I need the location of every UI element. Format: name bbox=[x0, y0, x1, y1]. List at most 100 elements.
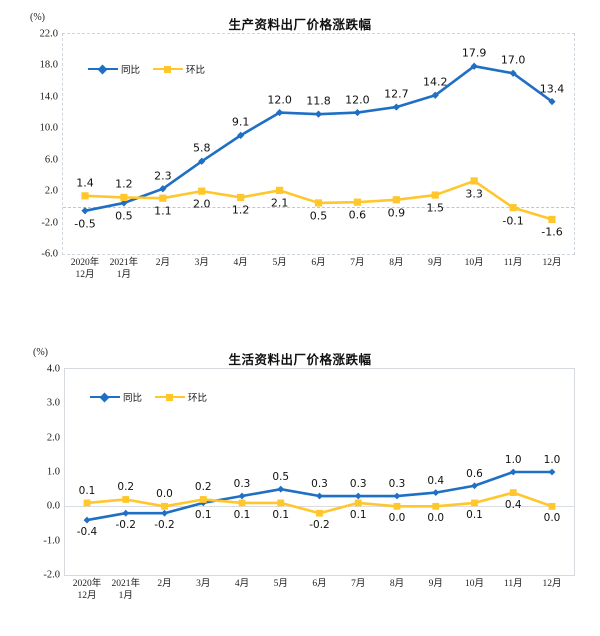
data-label: 9.1 bbox=[231, 115, 250, 129]
plot-area-producer-goods: 22.0 18.0 14.0 10.0 6.0 2.0 -2.0 -6.0 2020年 12月 20… bbox=[40, 29, 575, 280]
data-label: -1.6 bbox=[541, 225, 563, 239]
x-axis-tick: 3月 bbox=[194, 258, 209, 268]
data-label: 1.1 bbox=[154, 204, 172, 218]
data-label: 0.2 bbox=[117, 481, 135, 494]
data-point-marker bbox=[548, 215, 556, 224]
x-axis-tick: 7月 bbox=[351, 579, 366, 589]
chart-consumer-goods: 生活资料出厂价格涨跌幅 (%) 4.0 3.0 2.0 1.0 0.0 -1.0 -2.0 2… bbox=[0, 330, 600, 636]
data-label: 2.3 bbox=[154, 169, 172, 183]
data-point-marker bbox=[316, 492, 323, 500]
x-axis-tick: 6月 bbox=[312, 579, 327, 589]
chart-title-consumer-goods: 生活资料出厂价格涨跌幅 bbox=[228, 352, 372, 367]
y-axis-tick: 2.0 bbox=[44, 185, 58, 197]
data-label: 0.5 bbox=[309, 209, 328, 223]
data-point-marker bbox=[83, 516, 91, 524]
legend-entry-环比[interactable]: 环比 bbox=[153, 62, 205, 76]
data-label: 1.0 bbox=[543, 454, 561, 466]
y-axis-unit-consumer-goods: (%) bbox=[33, 347, 48, 358]
data-point-marker bbox=[314, 110, 323, 118]
data-point-marker bbox=[393, 502, 401, 510]
data-label: -0.2 bbox=[309, 519, 330, 532]
y-axis-tick: -6.0 bbox=[41, 248, 58, 260]
data-point-marker bbox=[161, 502, 168, 510]
data-point-marker bbox=[470, 177, 478, 185]
data-point-marker bbox=[120, 199, 128, 207]
data-label: 2.0 bbox=[193, 197, 211, 211]
data-label: 0.3 bbox=[349, 478, 367, 491]
y-axis-tick: 14.0 bbox=[39, 91, 58, 103]
data-point-marker bbox=[120, 193, 128, 202]
data-point-marker bbox=[509, 204, 517, 212]
chart-producer-goods: 生产资料出厂价格涨跌幅 (%) 22.0 18.0 14.0 10.0 6.0 2.0 -2… bbox=[30, 12, 575, 280]
legend-swatch-square-icon bbox=[153, 64, 184, 74]
y-axis-tick: 3.0 bbox=[46, 397, 60, 409]
data-label: 0.2 bbox=[194, 481, 212, 494]
x-axis-tick: 10月 bbox=[464, 579, 485, 589]
data-point-marker bbox=[354, 492, 362, 500]
data-label: 0.0 bbox=[156, 488, 173, 501]
x-axis-tick: 12月 bbox=[542, 579, 562, 589]
data-point-marker bbox=[314, 199, 323, 207]
data-label: 0.0 bbox=[388, 512, 406, 525]
x-axis-tick: 3月 bbox=[196, 579, 211, 589]
zero-reference-line bbox=[65, 506, 574, 508]
data-label: 1.2 bbox=[115, 177, 133, 191]
data-label: 12.7 bbox=[384, 87, 409, 101]
x-axis-tick: 4月 bbox=[233, 258, 248, 268]
x-axis-tick: 11月 bbox=[503, 258, 523, 268]
data-point-marker bbox=[548, 468, 556, 476]
data-point-marker bbox=[316, 509, 323, 517]
legend-entry-环比[interactable]: 环比 bbox=[155, 390, 207, 404]
y-axis-tick: 18.0 bbox=[39, 59, 58, 71]
data-point-marker bbox=[81, 192, 89, 200]
data-label: 17.0 bbox=[500, 53, 526, 67]
data-point-marker bbox=[159, 194, 167, 202]
data-point-marker bbox=[237, 193, 245, 202]
data-label: 0.1 bbox=[272, 508, 290, 521]
data-point-marker bbox=[159, 185, 167, 193]
legend-entry-同比[interactable]: 同比 bbox=[90, 390, 142, 404]
data-point-marker bbox=[509, 489, 517, 496]
data-point-marker bbox=[199, 496, 207, 503]
plot-inner-producer-goods: 22.0 18.0 14.0 10.0 6.0 2.0 -2.0 -6.0 2020年 12月 20… bbox=[40, 29, 574, 280]
data-point-marker bbox=[432, 489, 440, 496]
legend-entry-同比[interactable]: 同比 bbox=[88, 62, 140, 76]
data-point-marker bbox=[353, 198, 362, 206]
legend-swatch-diamond-icon bbox=[88, 64, 118, 74]
legend-label: 同比 bbox=[123, 393, 143, 404]
data-point-marker bbox=[431, 191, 439, 199]
data-label: 0.0 bbox=[427, 512, 445, 525]
x-axis-tick: 7月 bbox=[350, 258, 365, 268]
y-axis-tick: 22.0 bbox=[39, 28, 58, 40]
series-layer bbox=[81, 62, 556, 224]
data-label: 0.9 bbox=[387, 206, 406, 220]
data-point-marker bbox=[277, 485, 285, 493]
zero-reference-line bbox=[63, 206, 574, 208]
data-label: 17.9 bbox=[461, 46, 487, 60]
series-layer bbox=[83, 468, 556, 524]
legend-swatch-square-icon bbox=[155, 392, 186, 402]
data-point-marker bbox=[548, 97, 556, 106]
x-axis-tick: 10月 bbox=[464, 258, 484, 268]
x-axis-tick: 5月 bbox=[273, 579, 288, 589]
x-axis-tick: 2月 bbox=[157, 579, 172, 589]
data-label: 0.3 bbox=[388, 478, 406, 491]
data-point-marker bbox=[509, 69, 517, 77]
data-label: 11.8 bbox=[306, 94, 331, 108]
data-label: 0.4 bbox=[427, 474, 445, 487]
legend-label: 环比 bbox=[186, 65, 206, 76]
data-point-marker bbox=[275, 186, 284, 194]
data-label: 13.4 bbox=[539, 82, 565, 96]
data-point-marker bbox=[432, 502, 440, 510]
data-label: 12.0 bbox=[345, 93, 370, 107]
y-axis-tick: 0.0 bbox=[46, 500, 60, 512]
data-point-marker bbox=[548, 502, 556, 510]
y-axis-tick: 10.0 bbox=[39, 122, 58, 134]
x-axis-tick: 2021年 1月 bbox=[109, 258, 139, 280]
legend-label: 同比 bbox=[121, 65, 141, 76]
data-point-marker bbox=[238, 499, 246, 507]
chart-title-producer-goods: 生产资料出厂价格涨跌幅 bbox=[228, 17, 372, 32]
data-point-marker bbox=[353, 108, 362, 117]
x-axis-tick: 2020年 12月 bbox=[70, 258, 100, 280]
data-label: 0.4 bbox=[504, 498, 522, 511]
